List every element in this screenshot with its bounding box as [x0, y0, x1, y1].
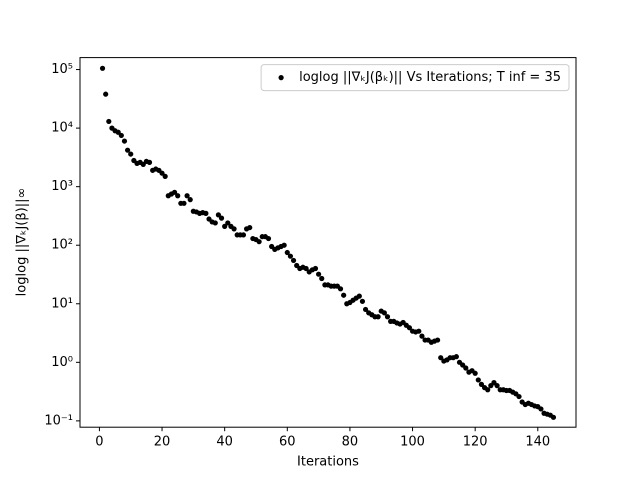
data-point	[184, 193, 190, 199]
x-tick-label: 20	[154, 435, 171, 450]
data-point	[359, 298, 366, 304]
data-point	[375, 314, 381, 320]
data-point	[231, 226, 237, 232]
data-point	[312, 265, 319, 272]
data-point	[175, 193, 181, 199]
x-axis-label: Iterations	[297, 455, 359, 470]
y-tick-label: 10²	[51, 238, 73, 253]
data-point	[516, 393, 522, 400]
data-point	[406, 325, 413, 331]
data-point	[247, 224, 253, 231]
data-point	[212, 220, 218, 226]
data-point	[419, 333, 425, 339]
data-point	[159, 170, 165, 176]
data-point	[319, 275, 325, 282]
data-point	[162, 173, 168, 179]
y-tick-label: 10³	[51, 179, 73, 194]
x-tick-label: 60	[279, 435, 296, 450]
data-point	[416, 328, 422, 334]
legend-label: loglog ||∇ₖJ(βₖ)|| Vs Iterations; T inf …	[299, 70, 561, 85]
data-point	[240, 232, 247, 238]
data-point	[478, 381, 485, 387]
data-point	[218, 215, 225, 221]
x-tick-label: 0	[95, 435, 103, 450]
x-tick-label: 80	[342, 435, 359, 450]
data-point	[265, 235, 272, 242]
data-point	[281, 242, 287, 248]
data-point	[256, 239, 262, 245]
y-tick-label: 10⁻¹	[44, 413, 73, 428]
y-tick-label: 10⁴	[51, 121, 73, 136]
data-point	[171, 189, 178, 195]
data-point	[316, 271, 322, 277]
legend-marker	[278, 75, 284, 81]
data-point	[115, 129, 121, 135]
data-point	[128, 151, 134, 157]
data-point	[106, 118, 112, 125]
data-point	[284, 249, 290, 256]
data-point	[384, 314, 391, 320]
data-point	[203, 210, 209, 216]
data-point	[538, 406, 544, 412]
y-tick-label: 10⁰	[51, 355, 73, 370]
axes-frame	[79, 57, 577, 428]
y-tick-label: 10¹	[51, 296, 73, 311]
data-point	[225, 220, 231, 226]
data-point	[453, 354, 459, 360]
data-point	[222, 223, 228, 229]
x-tick-label: 120	[463, 435, 488, 450]
data-point	[463, 365, 469, 371]
data-point	[438, 355, 444, 361]
data-point	[287, 253, 294, 259]
data-point	[337, 286, 344, 292]
y-axis-label: loglog ||∇ₖJ(β)||∞	[15, 188, 30, 297]
data-point	[356, 293, 362, 299]
data-point	[341, 292, 347, 298]
data-point	[550, 414, 557, 420]
legend-box	[260, 64, 570, 92]
data-point	[181, 200, 187, 206]
data-point	[485, 387, 491, 393]
data-point	[290, 257, 297, 264]
data-point	[472, 370, 478, 376]
data-point	[146, 159, 153, 165]
x-tick-label: 100	[400, 435, 425, 450]
data-point	[103, 91, 109, 97]
data-point	[124, 147, 131, 153]
data-point	[362, 306, 369, 313]
data-point	[99, 65, 106, 71]
data-point	[434, 337, 441, 343]
data-point	[381, 310, 387, 316]
data-point	[303, 265, 309, 272]
x-tick-label: 140	[525, 435, 550, 450]
data-point	[494, 383, 500, 389]
data-point	[215, 212, 222, 218]
data-point	[121, 138, 128, 144]
data-point	[187, 197, 193, 203]
data-point	[475, 377, 481, 383]
data-point	[118, 132, 124, 139]
y-tick-label: 10⁵	[51, 62, 73, 77]
x-tick-label: 40	[216, 435, 233, 450]
